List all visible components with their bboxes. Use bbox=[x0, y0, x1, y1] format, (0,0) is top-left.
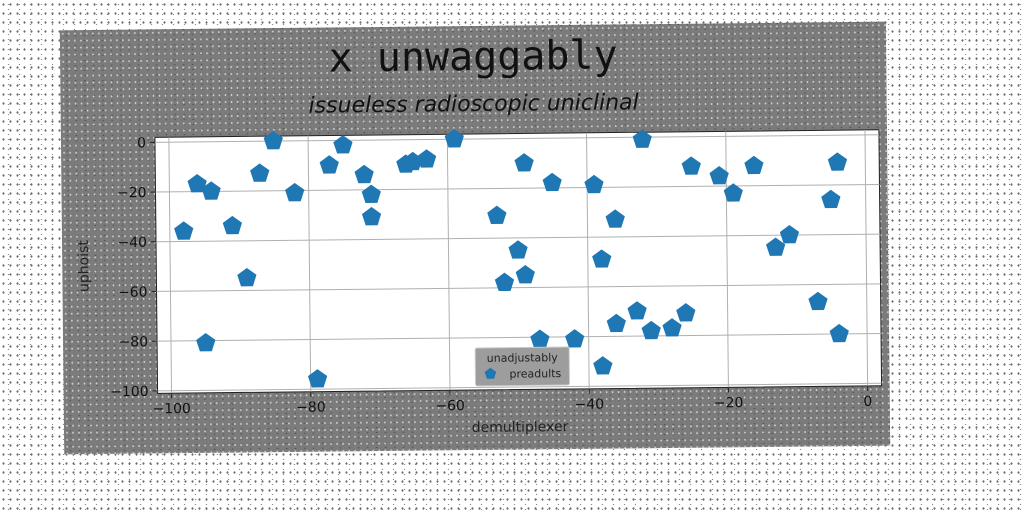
legend-title: unadjustably bbox=[487, 351, 559, 365]
legend-entry-label: preadults bbox=[509, 367, 561, 381]
scatter-point bbox=[514, 153, 534, 172]
scatter-point bbox=[250, 163, 270, 182]
scatter-point bbox=[333, 135, 353, 154]
x-tick-label: −80 bbox=[296, 400, 326, 416]
y-tick-label: −60 bbox=[118, 285, 148, 301]
legend-box bbox=[474, 346, 571, 387]
scatter-point bbox=[222, 215, 243, 235]
scatter-point bbox=[584, 174, 604, 194]
scatter-point bbox=[829, 323, 849, 343]
chart-figure: x unwaggably issueless radioscopic unicl… bbox=[59, 21, 891, 455]
y-tick-label: −100 bbox=[110, 384, 149, 400]
x-tick-label: −60 bbox=[435, 398, 465, 414]
scatter-point bbox=[515, 265, 535, 284]
scatter-point bbox=[681, 156, 701, 175]
scatter-point bbox=[354, 164, 374, 184]
scatter-point bbox=[444, 129, 464, 148]
x-grid-line bbox=[307, 135, 312, 392]
scatter-point bbox=[709, 166, 729, 185]
scatter-point bbox=[627, 301, 647, 320]
scatter-point bbox=[417, 149, 437, 168]
scatter-point bbox=[307, 369, 328, 388]
scatter-point bbox=[201, 181, 221, 200]
scatter-point bbox=[593, 356, 613, 375]
scatter-point bbox=[632, 129, 652, 148]
y-tick-label: −40 bbox=[117, 235, 147, 251]
x-tick-label: 0 bbox=[863, 394, 872, 410]
scatter-point bbox=[765, 237, 786, 256]
scatter-point bbox=[285, 182, 305, 202]
y-grid-line bbox=[156, 283, 881, 292]
scatter-point bbox=[821, 189, 841, 209]
scatter-point bbox=[487, 205, 507, 225]
scatter-point bbox=[676, 303, 696, 322]
legend-marker bbox=[484, 367, 497, 379]
y-grid-line bbox=[157, 382, 882, 392]
scatter-point bbox=[827, 152, 848, 171]
x-tick-label: −20 bbox=[714, 395, 744, 411]
scatter-point bbox=[592, 249, 612, 268]
scatter-point bbox=[187, 173, 207, 193]
scatter-point bbox=[494, 272, 515, 292]
x-grid-line bbox=[446, 134, 451, 391]
x-tick-label: −40 bbox=[575, 397, 605, 413]
scatter-point bbox=[237, 267, 257, 287]
scatter-point bbox=[565, 329, 585, 348]
y-tick-label: −80 bbox=[118, 334, 148, 350]
scatter-point bbox=[808, 291, 828, 311]
scatter-point bbox=[263, 130, 283, 150]
scatter-point bbox=[542, 172, 562, 192]
scatter-point bbox=[508, 240, 528, 259]
y-tick-label: −20 bbox=[117, 185, 147, 201]
x-grid-line bbox=[168, 137, 173, 394]
scatter-point bbox=[744, 155, 764, 175]
x-grid-line bbox=[586, 132, 590, 389]
scatter-point bbox=[196, 333, 216, 352]
scatter-point bbox=[174, 221, 194, 240]
y-grid-line bbox=[156, 233, 880, 243]
scatter-point bbox=[723, 183, 743, 202]
scatter-point bbox=[779, 224, 800, 244]
x-axis-label: demultiplexer bbox=[472, 419, 569, 436]
scatter-point bbox=[605, 209, 625, 228]
scatter-point bbox=[361, 184, 381, 203]
x-tick-label: −100 bbox=[152, 401, 191, 417]
scatter-point bbox=[641, 320, 661, 340]
plot-background bbox=[154, 129, 883, 394]
scatter-point bbox=[606, 313, 626, 333]
plot-area: −100 −80 −60 −40 −20 0 0 −20 −40 −60 −80 −100 demult… bbox=[76, 129, 883, 436]
x-grid-line bbox=[864, 129, 869, 386]
y-grid-line bbox=[157, 333, 882, 342]
scatter-point bbox=[361, 206, 382, 226]
scatter-point bbox=[319, 155, 339, 174]
y-axis-label: uphoist bbox=[76, 240, 93, 293]
y-tick-label: 0 bbox=[137, 135, 146, 151]
scatter-point bbox=[662, 318, 682, 337]
y-grid-line bbox=[155, 183, 880, 193]
